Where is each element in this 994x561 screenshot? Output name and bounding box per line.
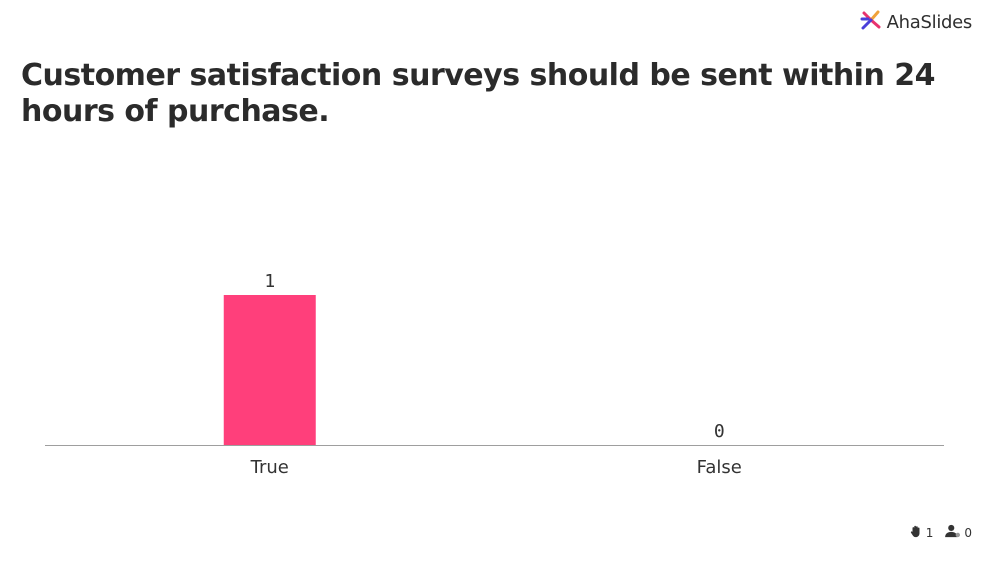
participants-count: 0 bbox=[964, 525, 972, 540]
ahaslides-logo-icon bbox=[859, 8, 883, 36]
category-label-false: False bbox=[697, 457, 742, 478]
user-icon bbox=[945, 524, 961, 541]
footer-stats: 1 0 bbox=[909, 524, 972, 541]
brand-logo: AhaSlides bbox=[859, 8, 972, 36]
reactions-count: 1 bbox=[925, 525, 934, 540]
value-label-false: 0 bbox=[714, 421, 725, 442]
brand-name: AhaSlides bbox=[886, 11, 973, 33]
hand-icon bbox=[909, 524, 923, 541]
reactions-stat: 1 bbox=[909, 524, 934, 541]
category-label-true: True bbox=[250, 457, 289, 478]
question-title: Customer satisfaction surveys should be … bbox=[21, 58, 936, 129]
value-label-true: 1 bbox=[264, 271, 275, 292]
participants-stat: 0 bbox=[945, 524, 972, 541]
bar-true bbox=[223, 295, 316, 445]
